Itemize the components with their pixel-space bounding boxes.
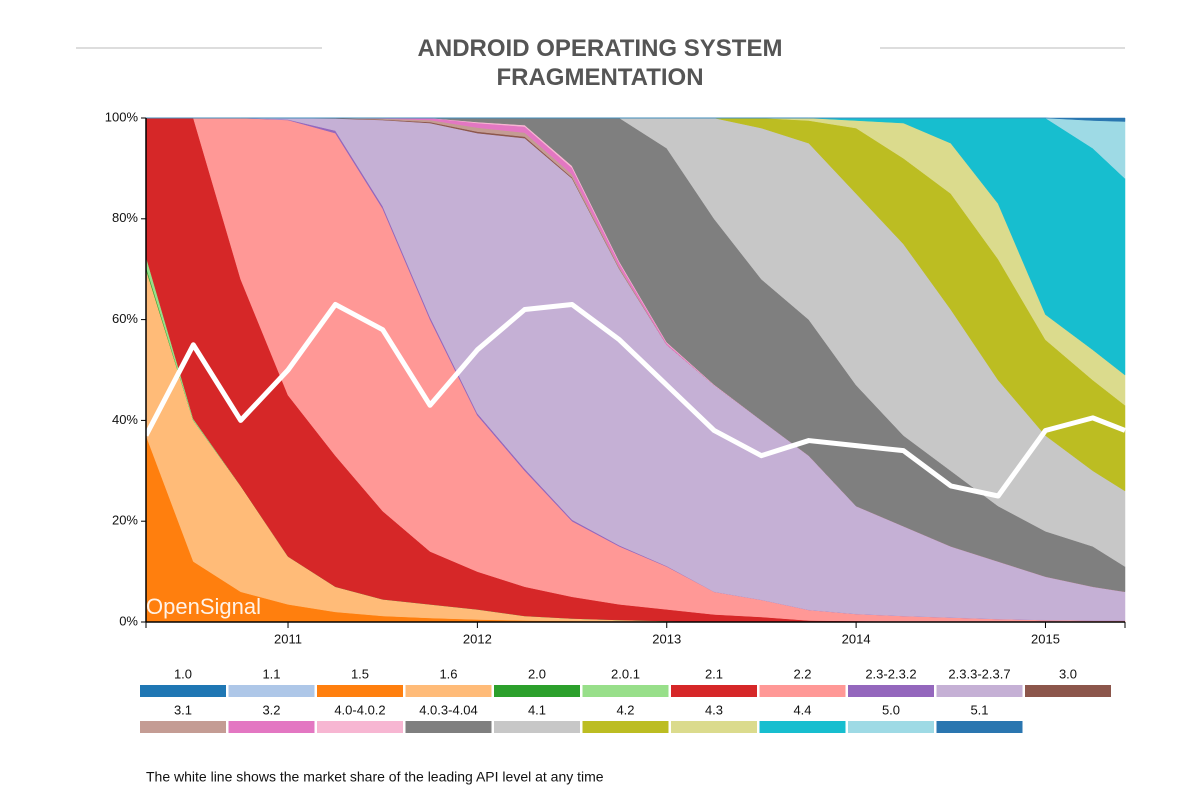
- legend-swatch: [936, 685, 1023, 697]
- legend-swatch: [759, 685, 846, 697]
- legend-swatch: [405, 685, 492, 697]
- legend-label: 2.0: [528, 666, 546, 681]
- legend-swatch: [671, 685, 757, 697]
- legend-swatch: [405, 721, 492, 733]
- legend-swatch: [671, 721, 757, 733]
- legend-swatch: [317, 685, 403, 697]
- legend-label: 2.1: [705, 666, 723, 681]
- y-tick-label: 40%: [112, 412, 138, 427]
- x-tick-label: 2012: [463, 631, 492, 646]
- chart-title: ANDROID OPERATING SYSTEM FRAGMENTATION: [417, 35, 783, 91]
- legend-swatch: [140, 685, 226, 697]
- legend-swatch: [1025, 685, 1111, 697]
- x-tick-label: 2013: [652, 631, 681, 646]
- legend-label: 4.2: [616, 702, 634, 717]
- legend-label: 1.5: [351, 666, 369, 681]
- legend-label: 1.6: [439, 666, 457, 681]
- legend-label: 4.1: [528, 702, 546, 717]
- leading-line: [143, 301, 1126, 499]
- legend-label: 2.2: [793, 666, 811, 681]
- footnote: The white line shows the market share of…: [146, 769, 604, 785]
- legend-label: 2.0.1: [611, 666, 640, 681]
- legend-label: 4.4: [793, 702, 811, 717]
- x-tick-label: 2014: [842, 631, 871, 646]
- legend-swatch: [582, 721, 669, 733]
- legend-label: 5.0: [882, 702, 900, 717]
- watermark: OpenSignal: [146, 594, 261, 619]
- legend-label: 2.3.3-2.3.7: [948, 666, 1010, 681]
- legend-swatch: [582, 685, 669, 697]
- legend-swatch: [848, 721, 934, 733]
- y-tick-label: 60%: [112, 311, 138, 326]
- legend-swatch: [494, 721, 580, 733]
- legend-label: 4.0.3-4.04: [419, 702, 478, 717]
- legend-label: 3.0: [1059, 666, 1077, 681]
- y-tick-label: 80%: [112, 210, 138, 225]
- legend-swatch: [848, 685, 934, 697]
- legend-swatch: [494, 685, 580, 697]
- x-tick-label: 2015: [1031, 631, 1060, 646]
- area: [146, 117, 1126, 122]
- legend-swatch: [228, 721, 315, 733]
- x-tick-label: 2011: [274, 631, 302, 646]
- legend-label: 5.1: [970, 702, 988, 717]
- legend-swatch: [936, 721, 1023, 733]
- legend-label: 3.2: [262, 702, 280, 717]
- legend-label: 4.3: [705, 702, 723, 717]
- legend-swatch: [228, 685, 315, 697]
- legend-label: 2.3-2.3.2: [865, 666, 916, 681]
- legend-label: 4.0-4.0.2: [334, 702, 385, 717]
- legend-swatch: [759, 721, 846, 733]
- legend-label: 3.1: [174, 702, 192, 717]
- y-tick-label: 0%: [119, 613, 138, 628]
- y-tick-label: 20%: [112, 513, 138, 528]
- legend-swatch: [317, 721, 403, 733]
- legend-label: 1.0: [174, 666, 192, 681]
- legend-label: 1.1: [262, 666, 280, 681]
- y-tick-label: 100%: [105, 109, 139, 124]
- legend-swatch: [140, 721, 226, 733]
